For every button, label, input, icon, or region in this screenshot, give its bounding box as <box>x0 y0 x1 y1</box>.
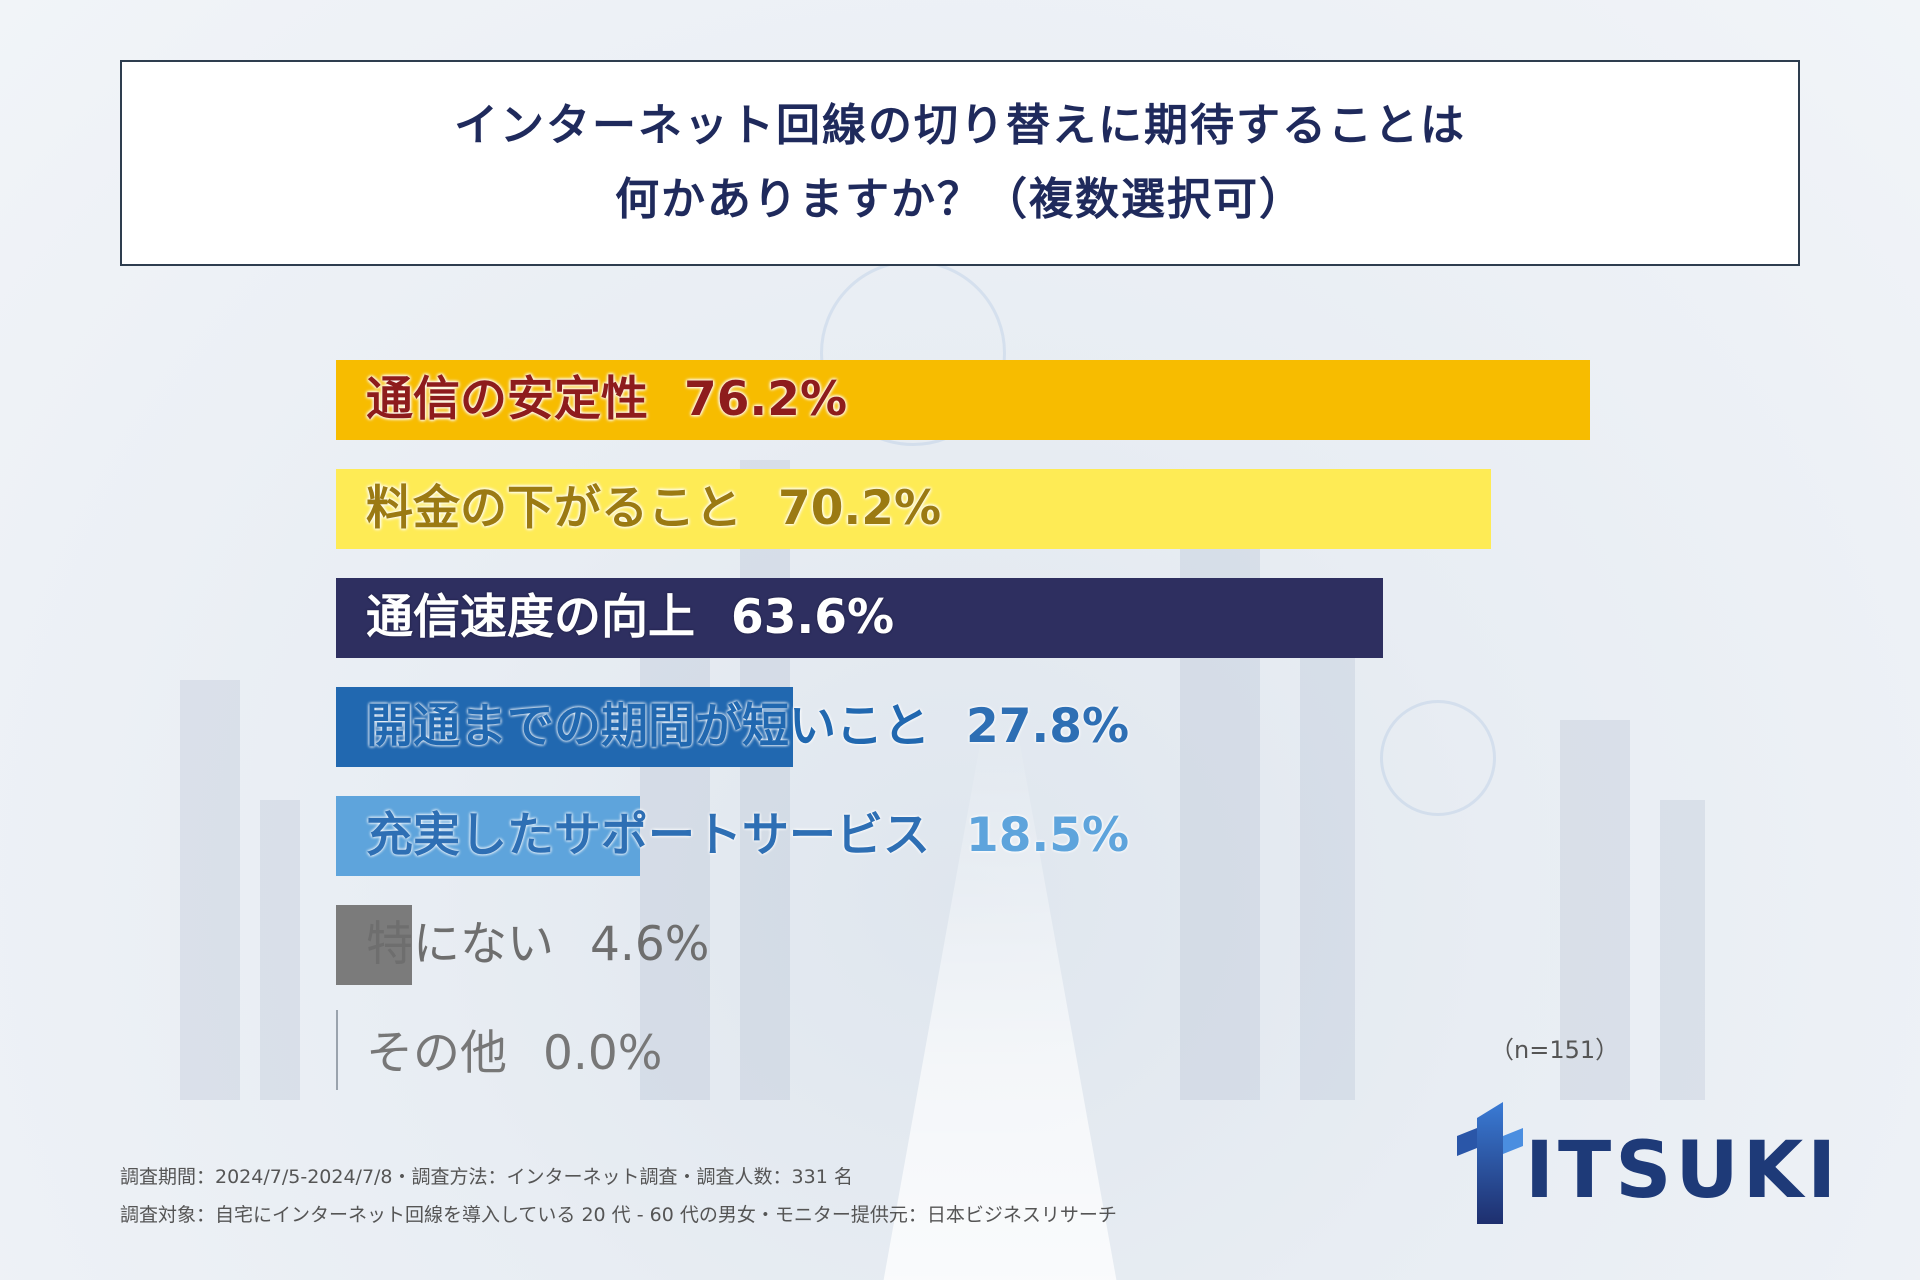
survey-target-note: 調査対象：自宅にインターネット回線を導入している 20 代 - 60 代の男女・… <box>120 1204 1117 1226</box>
survey-period-note: 調査期間：2024/7/5-2024/7/8・調査方法：インターネット調査・調査… <box>120 1166 853 1188</box>
logo-text: ITSUKI <box>1525 1126 1841 1216</box>
bar-label-1: 料金の下がること 70.2% <box>366 469 941 549</box>
title-box: インターネット回線の切り替えに期待することは 何かありますか？（複数選択可） <box>120 60 1800 266</box>
bar-label-6: その他 0.0% <box>366 1014 662 1094</box>
bar-3 <box>336 687 793 767</box>
category-label: その他 <box>366 1026 507 1081</box>
itsuki-logo: ITSUKI <box>1455 1098 1836 1228</box>
bar-label-4: 充実したサポートサービス 18.5% <box>366 796 1129 876</box>
logo-mark-icon <box>1457 1102 1523 1224</box>
bar-5 <box>336 905 412 985</box>
bar-label-2: 通信速度の向上 63.6% <box>366 578 894 658</box>
value-label: 4.6% <box>590 917 710 972</box>
axis-line <box>336 1010 338 1090</box>
category-label: 料金の下がること <box>366 481 742 536</box>
sample-size-note: （n=151） <box>1490 1036 1620 1064</box>
chart-title: インターネット回線の切り替えに期待することは 何かありますか？（複数選択可） <box>454 100 1466 225</box>
category-label: 充実したサポートサービス <box>366 808 930 863</box>
category-label: 通信速度の向上 <box>366 590 695 645</box>
bar-2 <box>336 578 1383 658</box>
value-label: 76.2% <box>684 372 848 427</box>
value-label: 27.8% <box>966 699 1130 754</box>
category-label: 開通までの期間が短いこと <box>366 699 930 754</box>
category-label: 通信の安定性 <box>366 372 648 427</box>
value-label: 63.6% <box>731 590 895 645</box>
category-label: 特にない <box>366 917 554 972</box>
bar-0 <box>336 360 1590 440</box>
bar-4 <box>336 796 640 876</box>
bar-1 <box>336 469 1491 549</box>
value-label: 18.5% <box>966 808 1130 863</box>
bar-label-5: 特にない 4.6% <box>366 905 709 985</box>
bar-label-3: 開通までの期間が短いこと 27.8% <box>366 687 1129 767</box>
value-label: 0.0% <box>543 1026 663 1081</box>
bar-label-0: 通信の安定性 76.2% <box>366 360 847 440</box>
value-label: 70.2% <box>778 481 942 536</box>
